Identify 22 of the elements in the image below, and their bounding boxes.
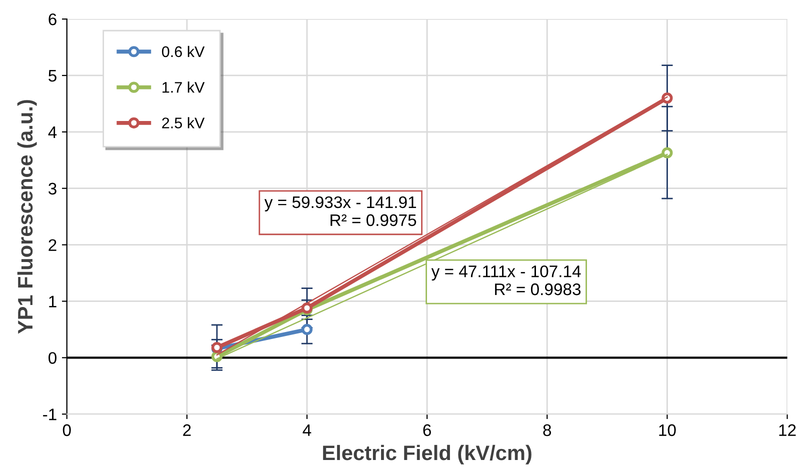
x-tick-label: 4 (302, 424, 312, 436)
y-tick-label: 2 (48, 239, 56, 251)
y-tick-label: 5 (48, 70, 56, 82)
x-tick-label: 0 (62, 424, 71, 436)
x-tick-label: 10 (659, 424, 676, 436)
x-tick-label: 12 (779, 424, 796, 436)
annotation: y = 47.111x - 107.14 R² = 0.9983 (431, 265, 581, 296)
x-tick-label: 6 (423, 424, 431, 436)
x-tick-label: 8 (543, 424, 552, 436)
y-axis-title: YP1 Fluorescence (a.u.) (17, 100, 37, 334)
y-tick-label: 0 (48, 352, 56, 364)
x-tick-label: 2 (183, 424, 191, 436)
y-tick-label: 4 (48, 126, 57, 138)
y-tick-label: 1 (49, 296, 56, 308)
y-tick-label: -1 (43, 408, 56, 420)
y-tick-label: 6 (48, 13, 56, 26)
x-axis-title: Electric Field (kV/cm) (323, 444, 532, 464)
legend-label: 0.6 kV (162, 46, 205, 58)
legend-label: 2.5 kV (162, 117, 205, 128)
annotation: y = 59.933x - 141.91 R² = 0.9975 (264, 196, 416, 226)
y-tick-label: 3 (48, 182, 56, 195)
legend-label: 1.7 kV (162, 82, 205, 93)
